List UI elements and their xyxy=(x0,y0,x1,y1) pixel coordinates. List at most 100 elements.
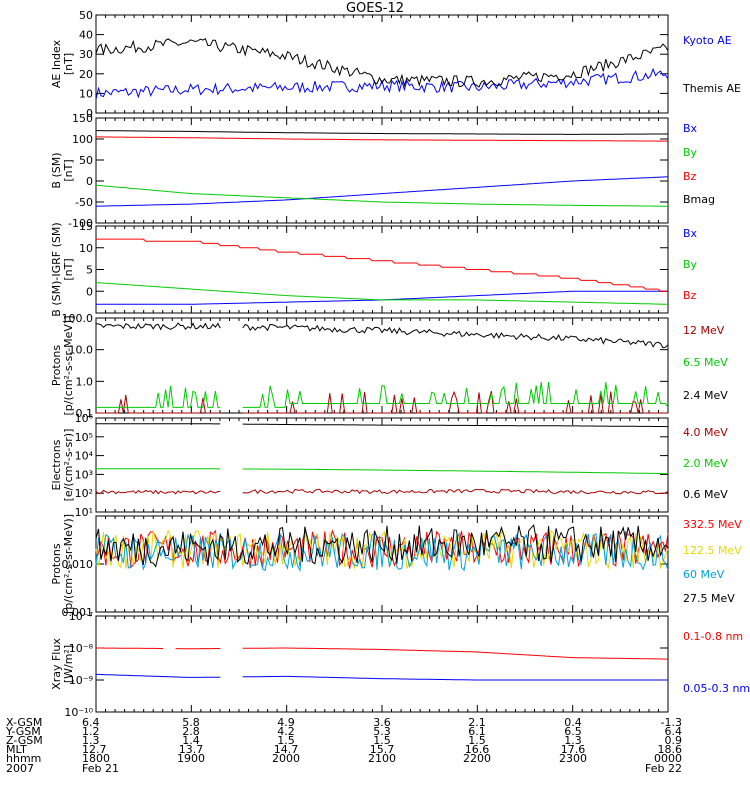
footer-cell: 1.2 xyxy=(82,725,100,738)
y-tick-label: 0.010 xyxy=(62,558,94,571)
footer-row-label: Y-GSM xyxy=(5,725,41,738)
footer-cell: 2000 xyxy=(272,752,300,765)
y-axis-units: [nT] xyxy=(62,53,75,75)
panel-frame xyxy=(95,417,669,513)
legend-entry: 0.05-0.3 nm xyxy=(683,682,750,695)
y-tick-label: 150 xyxy=(72,112,93,125)
legend-entry: 2.4 MeV xyxy=(683,389,728,402)
y-tick-label: 40 xyxy=(79,29,93,42)
footer-cell: 1.3 xyxy=(82,734,100,747)
series-line xyxy=(96,423,668,428)
y-tick-label: 10.0 xyxy=(69,344,94,357)
y-tick-label: 10⁴ xyxy=(75,450,94,463)
y-axis-label: Xray Flux xyxy=(50,638,63,690)
y-tick-label: 0 xyxy=(86,175,93,188)
y-tick-label: 20 xyxy=(79,68,93,81)
footer-cell: 6.1 xyxy=(468,725,486,738)
legend-entry: 27.5 MeV xyxy=(683,592,735,605)
y-tick-label: 10⁻⁸ xyxy=(69,642,94,655)
legend-entry: Bz xyxy=(683,289,697,302)
y-axis-units: [nT] xyxy=(62,159,75,181)
panel-frame xyxy=(95,14,669,114)
footer-cell: 0.4 xyxy=(564,716,582,729)
y-tick-label: -50 xyxy=(75,196,93,209)
panel-7: 10⁻¹⁰ 10⁻⁹ 10⁻⁸ 10⁻⁷ Xray Flux [W/m²] 0.1-0.8 … xyxy=(50,610,750,719)
y-tick-label: 0 xyxy=(86,285,93,298)
footer-cell: 1800 xyxy=(82,752,110,765)
y-tick-label: 0 xyxy=(86,107,93,120)
legend-entry: By xyxy=(683,258,698,271)
y-tick-label: 50 xyxy=(79,9,93,22)
footer-cell: 3.6 xyxy=(373,716,391,729)
footer-cell: 2100 xyxy=(368,752,396,765)
panel-frame xyxy=(95,615,669,713)
footer-cell: 1.5 xyxy=(373,734,391,747)
legend-entry: Bmag xyxy=(683,193,715,206)
y-axis-label: Electrons xyxy=(50,439,63,490)
legend-entry: 4.0 MeV xyxy=(683,426,728,439)
footer-cell: 1.5 xyxy=(468,734,486,747)
series-line xyxy=(95,531,669,572)
series-line xyxy=(96,390,668,414)
y-tick-label: 100 xyxy=(72,133,93,146)
series-line xyxy=(95,184,668,207)
panel-5: 10¹ 10² 10³ 10⁴ 10⁵ 10⁶ Electrons [e/(cm²-s-sr)… xyxy=(50,412,728,519)
footer-cell: 2.8 xyxy=(182,725,200,738)
footer-cell: 6.4 xyxy=(82,716,100,729)
panel-3: 0 5 10 15 B (SM)-IGRF (SM) [nT] Bx By Bz xyxy=(50,220,698,317)
panel-4: 0.1 1.0 10.0 100.0 Protons [p/(cm²-s-sr-MeV)]… xyxy=(50,312,728,420)
y-tick-label: 10 xyxy=(79,242,93,255)
y-tick-label: 5 xyxy=(86,264,93,277)
y-tick-label: 0.001 xyxy=(62,606,94,619)
y-axis-label: Protons xyxy=(50,543,63,584)
footer-cell: 4.9 xyxy=(277,716,295,729)
y-tick-label: 1.0 xyxy=(76,375,94,388)
footer-cell: 15.7 xyxy=(370,743,395,756)
footer-cell: 5.8 xyxy=(182,716,200,729)
legend-entry: 332.5 MeV xyxy=(683,518,742,531)
legend-entry: 2.0 MeV xyxy=(683,457,728,470)
y-tick-label: 0.1 xyxy=(76,407,94,420)
y-tick-label: 10⁻¹⁰ xyxy=(64,706,93,719)
y-tick-label: 10⁶ xyxy=(75,412,94,425)
y-tick-label: 30 xyxy=(79,48,93,61)
y-tick-label: 10² xyxy=(75,487,93,500)
y-axis-label: Protons xyxy=(50,345,63,386)
series-line xyxy=(95,67,669,100)
legend-entry: Bx xyxy=(683,122,698,135)
footer-cell: -1.3 xyxy=(661,716,682,729)
legend-entry: 122.5 MeV xyxy=(683,544,742,557)
footer-cell: 2200 xyxy=(463,752,491,765)
y-axis-units: [W/m²] xyxy=(62,645,75,683)
footer-cell: 14.7 xyxy=(274,743,299,756)
series-line xyxy=(96,647,668,660)
legend-entry: 12 MeV xyxy=(683,324,725,337)
footer-cell: 16.6 xyxy=(465,743,490,756)
legend-entry: 60 MeV xyxy=(683,568,725,581)
y-axis-units: [p/(cm²-s-sr-MeV)] xyxy=(62,316,75,416)
legend-entry: Bz xyxy=(683,170,697,183)
figure-title: GOES-12 xyxy=(345,1,404,16)
footer-cell: 2300 xyxy=(559,752,587,765)
series-line xyxy=(95,176,669,207)
y-tick-label: 10⁻⁷ xyxy=(69,610,93,623)
footer-cell: Feb 22 xyxy=(645,762,682,775)
y-tick-label: 10 xyxy=(79,87,93,100)
panel-2: -100 -50 0 50 100 150 B (SM) [nT] Bx By Bz Bmag xyxy=(50,112,715,230)
legend-entry: Bx xyxy=(683,227,698,240)
series-line xyxy=(95,488,669,495)
footer-row-label: 2007 xyxy=(6,762,34,775)
y-axis-units: [e/(cm²-s-sr)] xyxy=(62,429,75,502)
footer-cell: 18.6 xyxy=(658,743,683,756)
footer-row-label: hhmm xyxy=(6,752,41,765)
series-line xyxy=(95,37,669,88)
footer-cell: 1.4 xyxy=(182,734,200,747)
series-line xyxy=(96,673,668,681)
footer-cell: 1900 xyxy=(177,752,205,765)
legend-entry: Themis AE xyxy=(682,82,741,95)
footer-cell: 6.5 xyxy=(564,725,582,738)
y-axis-label: AE Index xyxy=(50,39,63,88)
footer-cell: 2.1 xyxy=(468,716,486,729)
